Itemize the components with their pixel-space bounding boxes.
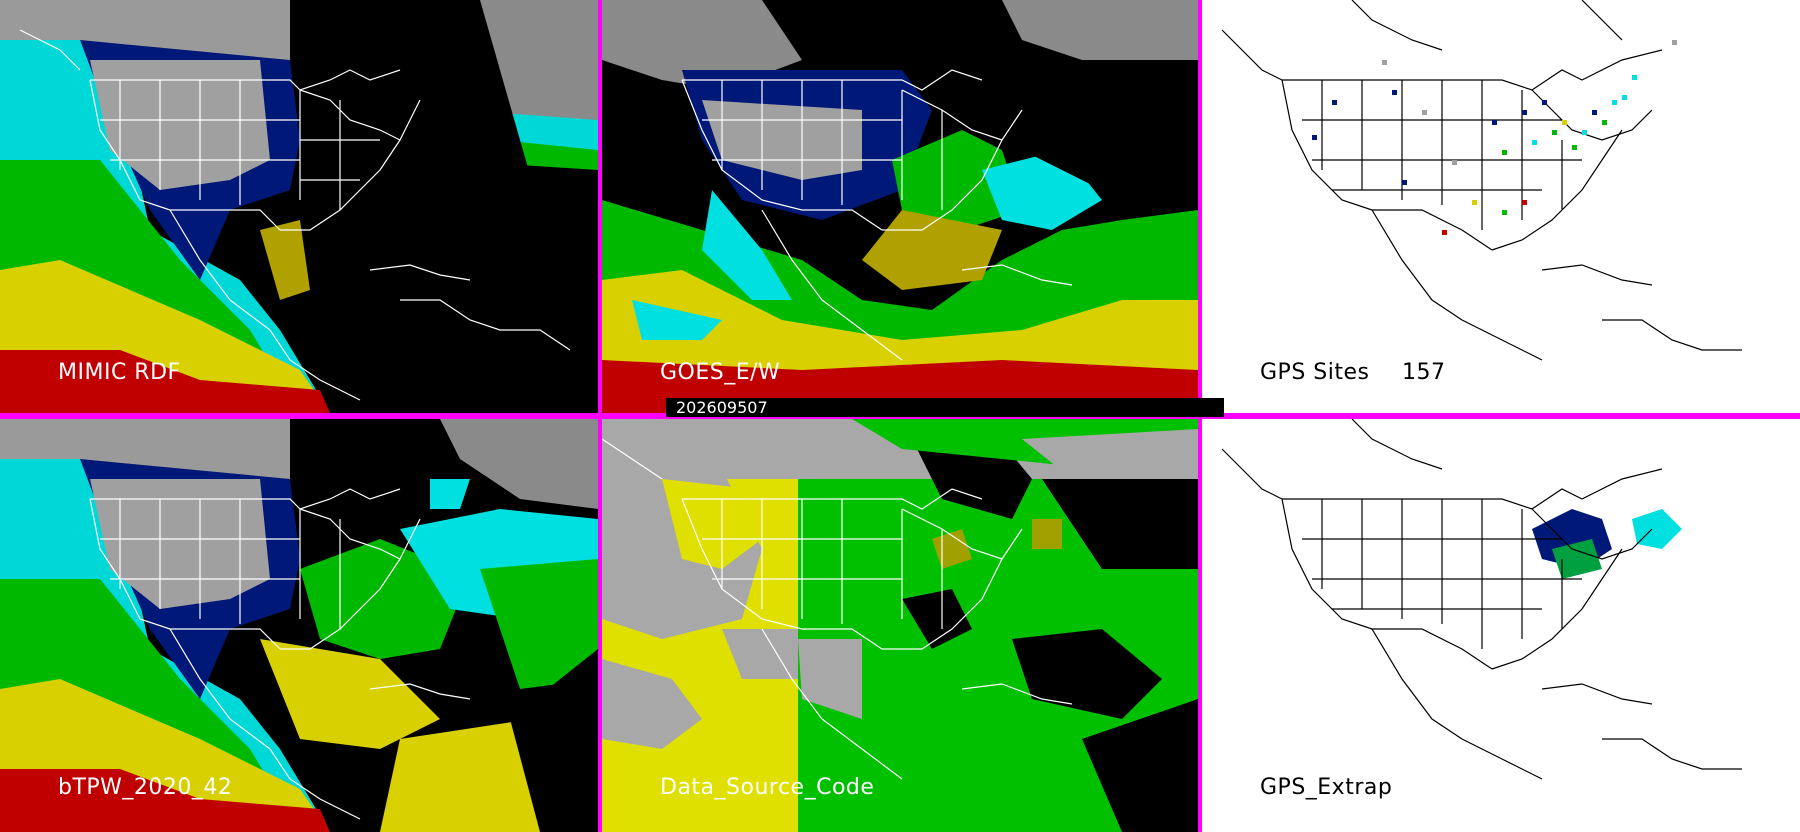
gps-site-markers (1312, 40, 1677, 235)
btpw-label: bTPW_2020_42 (58, 775, 233, 800)
timestamp-bar: 202609507 (666, 398, 1224, 417)
panel-data-source-code: Data_Source_Code (602, 419, 1198, 832)
mimic-rdf-label: MIMIC RDF (58, 360, 181, 385)
btpw-map (0, 419, 598, 832)
gps-sites-label: GPS Sites (1260, 360, 1370, 385)
gps-sites-map (1221, 0, 1742, 361)
goes-ew-map (602, 0, 1198, 413)
panel-mimic-rdf: MIMIC RDF (0, 0, 598, 413)
gps-extrap-map (1221, 419, 1742, 780)
gps-extrap-label: GPS_Extrap (1260, 775, 1393, 800)
panel-goes-ew: GOES_E/W (602, 0, 1198, 413)
panel-gps-extrap: GPS_Extrap (1202, 419, 1800, 832)
panel-gps-sites: GPS Sites 157 (1202, 0, 1800, 413)
data-source-code-map (602, 419, 1198, 832)
goes-ew-label: GOES_E/W (660, 360, 781, 385)
data-source-code-label: Data_Source_Code (660, 775, 875, 800)
gps-sites-count: 157 (1402, 360, 1446, 385)
panel-btpw: bTPW_2020_42 (0, 419, 598, 832)
mimic-rdf-map (0, 0, 598, 413)
timestamp-text: 202609507 (676, 398, 768, 417)
